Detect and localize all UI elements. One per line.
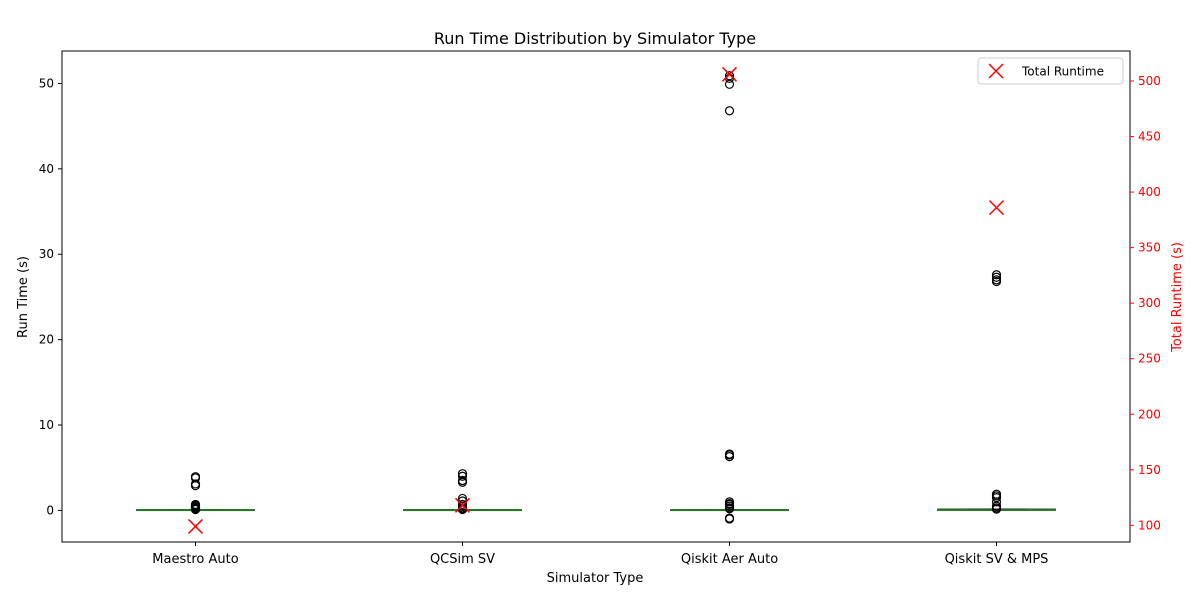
marker-stroke bbox=[187, 518, 204, 534]
y-tick-label: 20 bbox=[39, 333, 54, 347]
y-right-tick-label: 500 bbox=[1138, 74, 1161, 88]
y-right-tick-label: 400 bbox=[1138, 185, 1161, 199]
x-tick-label: Qiskit SV & MPS bbox=[945, 552, 1049, 567]
outlier-point bbox=[190, 479, 201, 489]
outlier-point bbox=[724, 106, 735, 116]
x-tick-label: QCSim SV bbox=[430, 552, 495, 567]
y-tick-label: 10 bbox=[39, 418, 54, 432]
marker-stroke bbox=[721, 66, 738, 82]
y-right-tick-label: 250 bbox=[1138, 352, 1161, 366]
box-group-2 bbox=[670, 71, 789, 524]
total-runtime-marker bbox=[187, 518, 204, 534]
box-group-1 bbox=[403, 469, 522, 515]
plot-frame bbox=[61, 50, 1131, 543]
outlier-point bbox=[457, 471, 468, 481]
y-axis-right-label: Total Runtime (s) bbox=[1170, 242, 1185, 353]
y-right-tick-label: 300 bbox=[1138, 296, 1161, 310]
outlier-point bbox=[991, 272, 1002, 282]
box-group-3 bbox=[937, 270, 1056, 514]
outlier-point bbox=[457, 493, 468, 504]
total-runtime-marker bbox=[988, 200, 1005, 216]
total-runtime-marker bbox=[721, 66, 738, 82]
y-right-tick-label: 100 bbox=[1138, 518, 1161, 532]
outlier-point bbox=[457, 475, 468, 486]
legend-box bbox=[977, 57, 1124, 85]
chart-title: Run Time Distribution by Simulator Type bbox=[434, 29, 756, 48]
y-axis-label: Run Time (s) bbox=[16, 256, 31, 338]
outlier-point bbox=[724, 513, 735, 523]
outlier-point bbox=[724, 71, 735, 81]
outlier-point bbox=[724, 449, 735, 459]
box-group-0 bbox=[136, 472, 255, 515]
y-right-tick-label: 200 bbox=[1138, 407, 1161, 421]
x-tick-label: Maestro Auto bbox=[152, 552, 238, 567]
outlier-point bbox=[457, 499, 468, 510]
outlier-point bbox=[991, 270, 1002, 280]
plot-area: 0 10 20 30 40 50 100 150 200 250 300 350 400 450 500 Ma… bbox=[39, 50, 1161, 567]
y-tick-label: 50 bbox=[39, 76, 54, 90]
x-axis-label: Simulator Type bbox=[547, 571, 644, 586]
outlier-point bbox=[457, 469, 468, 479]
y-right-tick-label: 350 bbox=[1138, 241, 1161, 255]
legend: Total Runtime bbox=[977, 57, 1124, 85]
legend-marker bbox=[988, 63, 1004, 79]
marker-stroke bbox=[988, 200, 1005, 216]
total-runtime-marker bbox=[454, 497, 471, 513]
outlier-point bbox=[991, 275, 1002, 285]
outlier-point bbox=[190, 472, 201, 482]
outlier-point bbox=[991, 489, 1002, 499]
y-tick-label: 0 bbox=[46, 503, 54, 517]
outlier-point bbox=[190, 499, 201, 510]
x-tick-label: Qiskit Aer Auto bbox=[681, 552, 778, 567]
outlier-point bbox=[724, 497, 735, 507]
y-right-tick-label: 450 bbox=[1138, 130, 1161, 144]
y-tick-label: 40 bbox=[39, 162, 54, 176]
legend-label: Total Runtime bbox=[1021, 65, 1104, 79]
y-tick-label: 30 bbox=[39, 247, 54, 261]
y-right-tick-label: 150 bbox=[1138, 463, 1161, 477]
marker-stroke bbox=[454, 497, 471, 513]
